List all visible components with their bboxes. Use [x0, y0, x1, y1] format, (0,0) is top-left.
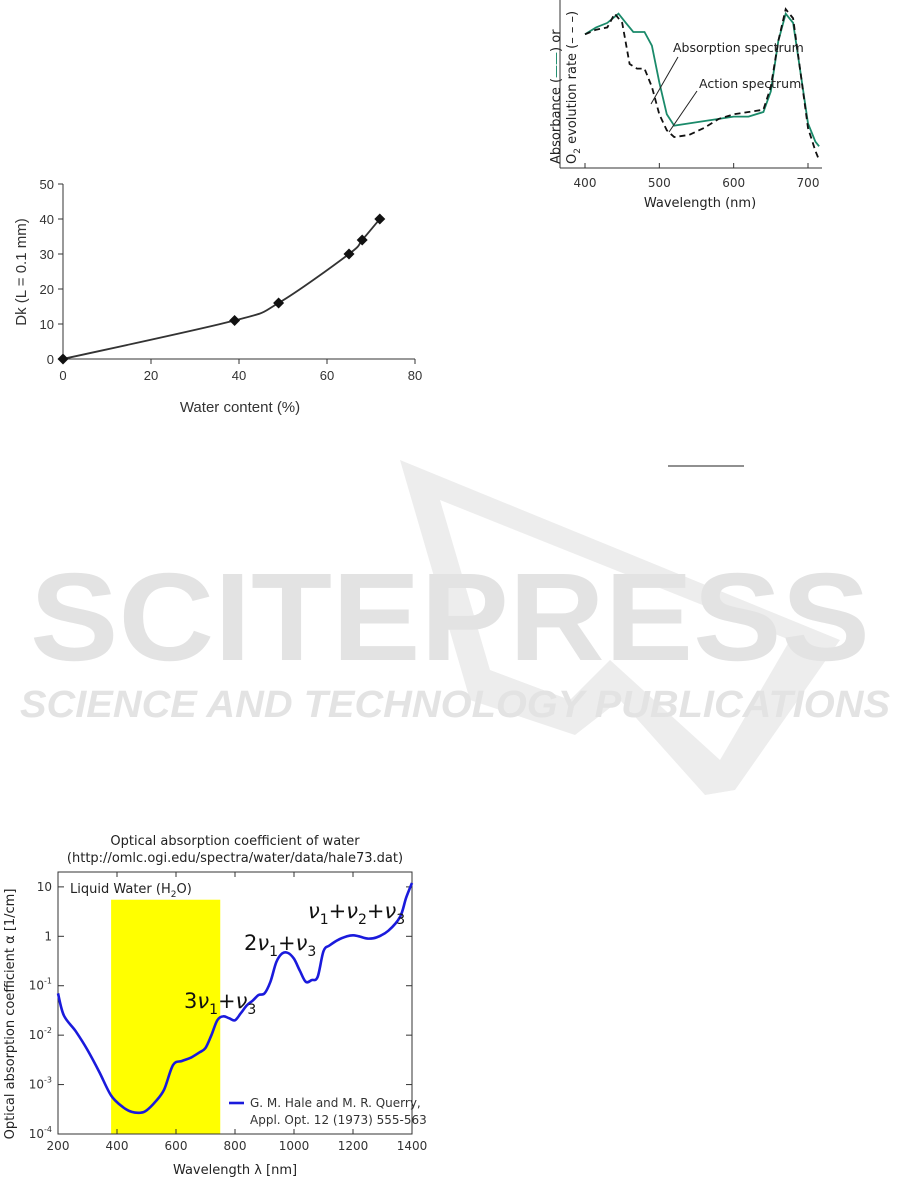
dk-data-point	[273, 297, 285, 309]
c1-xlabel: Water content (%)	[180, 399, 300, 416]
watermark-tagline: SCIENCE AND TECHNOLOGY PUBLICATIONS	[20, 684, 890, 726]
dk-data-point	[57, 353, 69, 365]
c1-y-tick-label: 40	[40, 212, 54, 227]
c3-x-tick-label: 200	[47, 1139, 70, 1153]
watermark-book-shape	[400, 460, 840, 795]
c1-y-tick-label: 50	[40, 177, 54, 192]
c3-x-tick-label: 1000	[279, 1139, 310, 1153]
c1-ylabel: Dk (L = 0.1 mm)	[13, 218, 30, 325]
c3-x-tick-label: 400	[106, 1139, 129, 1153]
c2-annotation-action-leader	[668, 90, 698, 133]
c2-annotation-absorption: Absorption spectrum	[673, 40, 804, 55]
watermark-brand: SCITEPRESS	[30, 548, 870, 687]
c3-annotation-3v1-v3: 3ν1+ν3	[184, 989, 256, 1018]
c1-y-tick-label: 30	[40, 247, 54, 262]
c1-x-tick-label: 20	[144, 368, 158, 383]
c3-y-tick-label: 10	[37, 880, 52, 894]
absorption-spectrum-line	[584, 11, 820, 147]
c3-subtitle: (http://omlc.ogi.edu/spectra/water/data/…	[67, 851, 403, 866]
dk-data-point	[356, 234, 368, 246]
action-spectrum-line	[584, 7, 820, 161]
c2-annotation-absorption-leader	[650, 56, 679, 105]
c3-y-tick-label: 1	[44, 929, 52, 943]
c2-x-tick-label: 700	[797, 176, 820, 190]
c1-x-tick-label: 0	[59, 368, 66, 383]
c3-y-tick-label: 10-4	[29, 1125, 52, 1141]
dk-data-point	[374, 213, 386, 225]
c2-x-tick-label: 400	[574, 176, 597, 190]
c3-title: Optical absorption coefficient of water	[110, 834, 360, 849]
c2-xlabel: Wavelength (nm)	[644, 196, 756, 211]
c3-y-tick-label: 10-1	[29, 977, 52, 993]
c1-y-tick-label: 10	[40, 317, 54, 332]
c2-annotation-action: Action spectrum	[699, 76, 801, 91]
c1-y-tick-label: 20	[40, 282, 54, 297]
c1-x-tick-label: 40	[232, 368, 246, 383]
dk-data-point	[229, 315, 241, 326]
c3-y-tick-label: 10-2	[29, 1026, 52, 1042]
c2-ylabel-line1: Absorbance (——) or	[549, 29, 564, 164]
c2-ylabel-line2: O2 evolution rate (– – –)	[565, 11, 583, 164]
c3-x-tick-label: 600	[165, 1139, 188, 1153]
c3-inset-label: Liquid Water (H2O)	[70, 882, 192, 900]
c1-x-tick-label: 60	[320, 368, 334, 383]
c2-x-tick-label: 600	[722, 176, 745, 190]
c2-ylabel-dashed-swatch: – – –	[565, 16, 580, 44]
c3-legend-line2: Appl. Opt. 12 (1973) 555-563	[250, 1113, 427, 1127]
c3-legend-line1: G. M. Hale and M. R. Querry,	[250, 1096, 421, 1110]
c3-x-tick-label: 800	[224, 1139, 247, 1153]
c1-y-tick-label: 0	[47, 352, 54, 367]
c3-x-tick-label: 1400	[397, 1139, 428, 1153]
c2-x-tick-label: 500	[648, 176, 671, 190]
water-absorption-line	[56, 882, 414, 1115]
c3-ylabel: Optical absorption coefficient α [1/cm]	[3, 889, 18, 1140]
c2-ylabel-solid-swatch: ——	[549, 52, 564, 78]
c3-annotation-v1-v2-v3: ν1+ν2+ν3	[308, 899, 405, 928]
c1-x-tick-label: 80	[408, 368, 422, 383]
c3-annotation-2v1-v3: 2ν1+ν3	[244, 931, 316, 960]
visible-light-band	[111, 899, 221, 1134]
c3-xlabel: Wavelength λ [nm]	[173, 1163, 297, 1178]
c3-x-tick-label: 1200	[338, 1139, 369, 1153]
dk-data-point	[343, 248, 355, 260]
c3-y-tick-label: 10-3	[29, 1076, 52, 1092]
